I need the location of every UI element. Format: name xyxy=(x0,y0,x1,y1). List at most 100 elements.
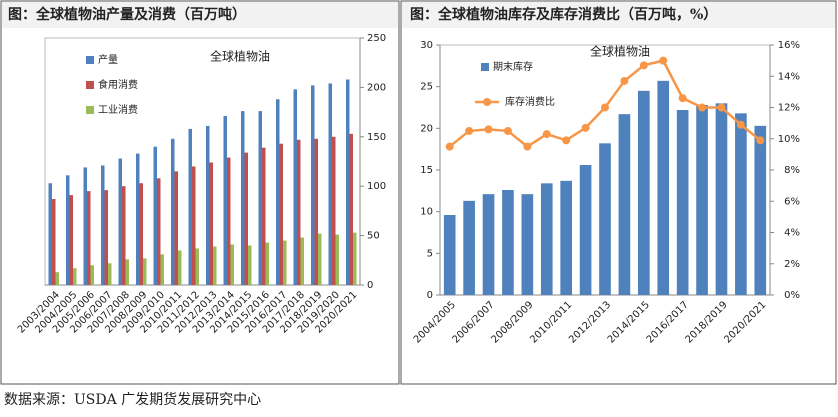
bar xyxy=(318,233,322,285)
bar xyxy=(143,258,147,285)
bar xyxy=(118,158,122,285)
left-frame xyxy=(0,0,400,385)
bar xyxy=(754,125,767,295)
bar xyxy=(136,153,140,285)
bar xyxy=(346,79,350,285)
bar xyxy=(213,246,217,285)
bar xyxy=(349,133,353,285)
caption: 图：全球植物油产量及消费（百万吨） xyxy=(8,6,246,23)
bar xyxy=(300,237,304,285)
y-tick-label: 25 xyxy=(420,82,433,93)
legend-swatch xyxy=(481,63,489,71)
legend-label: 食用消费 xyxy=(98,78,138,91)
y-tick-label: 150 xyxy=(367,132,386,143)
x-tick-label: 2020/2021 xyxy=(722,299,768,345)
marker xyxy=(562,136,571,145)
bar xyxy=(540,183,553,295)
bar xyxy=(230,244,234,285)
bar xyxy=(262,147,266,285)
marker xyxy=(639,61,648,70)
y-tick-label: 5 xyxy=(427,248,433,259)
caption: 图：全球植物油库存及库存消费比（百万吨，%） xyxy=(410,6,717,23)
bar xyxy=(560,180,572,295)
marker xyxy=(678,94,687,103)
bar xyxy=(657,80,670,295)
right-header xyxy=(402,2,835,28)
marker xyxy=(445,142,454,151)
legend-label: 期末库存 xyxy=(493,60,533,73)
bar xyxy=(311,85,315,285)
bar xyxy=(195,248,199,285)
y2-tick-label: 6% xyxy=(784,196,800,207)
marker xyxy=(542,130,551,139)
bar xyxy=(66,175,70,285)
bar xyxy=(638,90,650,295)
y-tick-label: 15 xyxy=(420,165,433,176)
marker xyxy=(581,123,590,132)
y-tick-label: 50 xyxy=(367,231,380,242)
y2-tick-label: 4% xyxy=(784,228,800,239)
y2-tick-label: 0% xyxy=(784,290,800,301)
bar xyxy=(618,114,631,296)
marker xyxy=(659,56,668,65)
bar xyxy=(192,166,196,285)
y2-tick-label: 8% xyxy=(784,165,800,176)
bar xyxy=(335,234,339,285)
bar xyxy=(443,215,456,295)
bar xyxy=(157,178,161,285)
bar xyxy=(328,83,332,285)
bar xyxy=(83,167,87,285)
marker xyxy=(620,76,629,85)
marker xyxy=(484,125,493,134)
bar xyxy=(599,143,611,295)
legend-swatch xyxy=(86,56,94,64)
bar xyxy=(69,195,73,285)
bar xyxy=(696,105,708,295)
marker xyxy=(523,142,532,151)
chart-title: 全球植物油 xyxy=(590,44,650,59)
bar xyxy=(332,136,336,285)
bar xyxy=(104,190,108,285)
bar xyxy=(735,113,747,295)
bar xyxy=(87,191,91,285)
bar xyxy=(223,116,227,285)
marker xyxy=(601,103,609,112)
bar xyxy=(125,259,129,285)
legend-swatch xyxy=(86,106,94,114)
y2-tick-label: 2% xyxy=(784,259,800,270)
bar xyxy=(139,183,143,285)
bar xyxy=(283,240,287,285)
legend-swatch xyxy=(86,81,94,89)
bar xyxy=(160,254,164,285)
chart-title: 全球植物油 xyxy=(210,49,270,64)
bar xyxy=(265,242,269,285)
marker xyxy=(736,120,745,129)
bar xyxy=(122,186,126,285)
bar xyxy=(279,143,283,285)
legend-label: 产量 xyxy=(98,53,118,66)
right-frame xyxy=(400,0,837,385)
bar xyxy=(153,146,157,285)
marker xyxy=(756,136,765,145)
bar xyxy=(108,263,112,285)
y-tick-label: 250 xyxy=(367,33,386,44)
y-tick-label: 30 xyxy=(420,40,433,51)
bar xyxy=(55,272,59,285)
legend-label: 工业消费 xyxy=(98,103,138,116)
y-tick-label: 0 xyxy=(427,290,433,301)
bar xyxy=(178,250,182,285)
source: 数据来源：USDA 广发期货发展研究中心 xyxy=(4,391,261,408)
bar xyxy=(293,89,297,285)
bar xyxy=(248,245,252,285)
bar xyxy=(209,162,213,285)
bar xyxy=(463,200,475,295)
bar xyxy=(52,199,56,285)
bar xyxy=(241,111,245,285)
left-header xyxy=(2,2,398,28)
bar xyxy=(276,99,280,285)
marker xyxy=(503,126,512,135)
bar xyxy=(676,110,689,295)
bar xyxy=(206,125,210,285)
marker xyxy=(465,126,474,135)
bar xyxy=(171,138,175,285)
